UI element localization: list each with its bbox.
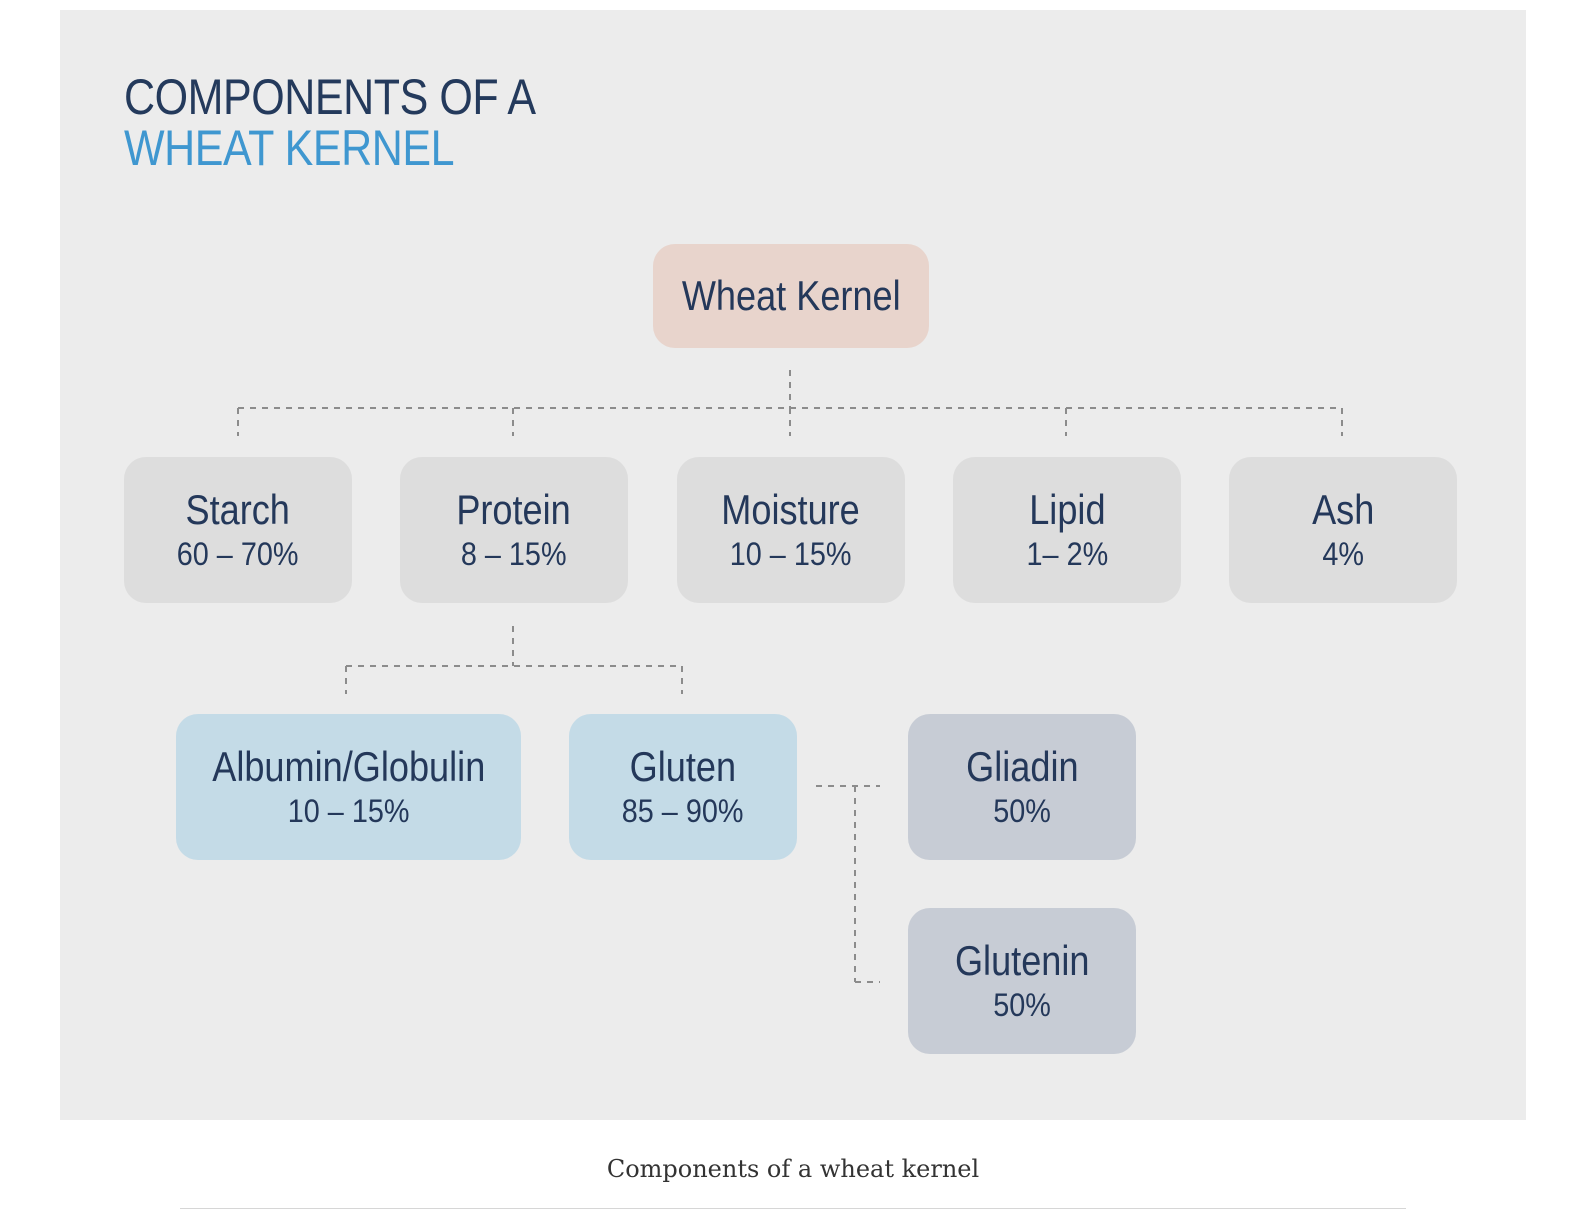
caption-divider: [180, 1208, 1406, 1209]
node-name: Wheat Kernel: [681, 272, 901, 319]
node-percent: 85 – 90%: [622, 793, 744, 829]
node-albumin-globulin: Albumin/Globulin 10 – 15%: [176, 714, 521, 860]
node-name: Glutenin: [954, 937, 1090, 984]
title-line-2: WHEAT KERNEL: [124, 120, 455, 176]
figure-caption: Components of a wheat kernel: [606, 1155, 980, 1183]
node-name: Gliadin: [965, 743, 1079, 790]
node-name: Lipid: [1028, 486, 1106, 533]
node-percent: 8 – 15%: [461, 536, 567, 572]
node-lipid: Lipid 1– 2%: [953, 457, 1181, 603]
node-name: Albumin/Globulin: [211, 743, 486, 790]
node-percent: 10 – 15%: [730, 536, 852, 572]
node-name: Ash: [1311, 486, 1375, 533]
node-percent: 50%: [993, 987, 1051, 1023]
node-gluten: Gluten 85 – 90%: [569, 714, 797, 860]
node-name: Moisture: [721, 486, 861, 533]
node-gliadin: Gliadin 50%: [908, 714, 1136, 860]
node-percent: 60 – 70%: [177, 536, 299, 572]
node-ash: Ash 4%: [1229, 457, 1457, 603]
title-line-1: COMPONENTS OF A: [124, 69, 536, 125]
node-protein: Protein 8 – 15%: [400, 457, 628, 603]
node-percent: 50%: [993, 793, 1051, 829]
node-glutenin: Glutenin 50%: [908, 908, 1136, 1054]
node-wheat-kernel: Wheat Kernel: [653, 244, 929, 348]
node-name: Gluten: [629, 743, 737, 790]
node-moisture: Moisture 10 – 15%: [677, 457, 905, 603]
node-starch: Starch 60 – 70%: [124, 457, 352, 603]
node-percent: 4%: [1322, 536, 1364, 572]
node-name: Protein: [456, 486, 572, 533]
node-percent: 10 – 15%: [287, 793, 410, 829]
node-percent: 1– 2%: [1026, 536, 1108, 572]
node-name: Starch: [185, 486, 291, 533]
